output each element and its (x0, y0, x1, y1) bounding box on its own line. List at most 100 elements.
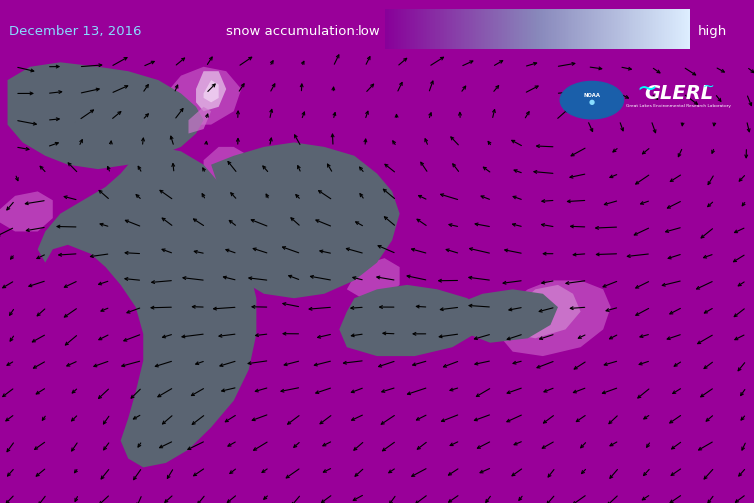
Bar (489, 9, 490, 49)
Bar (633, 9, 635, 49)
Bar (516, 9, 517, 49)
Bar (605, 9, 606, 49)
Polygon shape (188, 107, 211, 133)
Bar (609, 9, 611, 49)
Bar (632, 9, 633, 49)
Bar (447, 9, 449, 49)
Bar (493, 9, 495, 49)
Bar (547, 9, 548, 49)
Bar (492, 9, 493, 49)
Bar (571, 9, 572, 49)
Bar (544, 9, 545, 49)
Bar (481, 9, 483, 49)
Bar (560, 9, 562, 49)
Bar (513, 9, 514, 49)
Bar (429, 9, 431, 49)
Bar (577, 9, 578, 49)
Bar (450, 9, 452, 49)
Bar (499, 9, 501, 49)
Circle shape (560, 81, 624, 119)
Bar (602, 9, 603, 49)
Polygon shape (196, 71, 226, 111)
Text: December 13, 2016: December 13, 2016 (9, 25, 142, 38)
Bar (394, 9, 395, 49)
Bar (459, 9, 461, 49)
Bar (389, 9, 391, 49)
Bar (464, 9, 465, 49)
Bar (666, 9, 667, 49)
Bar (385, 9, 386, 49)
Polygon shape (38, 147, 256, 467)
Bar (562, 9, 563, 49)
Bar (584, 9, 586, 49)
Bar (596, 9, 599, 49)
Bar (397, 9, 398, 49)
Bar (621, 9, 623, 49)
Bar (572, 9, 574, 49)
Bar (510, 9, 511, 49)
Bar (648, 9, 650, 49)
Bar (421, 9, 423, 49)
Bar (420, 9, 421, 49)
Bar (559, 9, 560, 49)
Bar (653, 9, 654, 49)
Bar (681, 9, 682, 49)
Bar (437, 9, 438, 49)
Bar (550, 9, 551, 49)
Bar (661, 9, 663, 49)
Bar (438, 9, 440, 49)
Bar (392, 9, 394, 49)
Bar (471, 9, 473, 49)
Bar (423, 9, 425, 49)
Bar (545, 9, 547, 49)
Bar (647, 9, 648, 49)
Bar (659, 9, 661, 49)
Text: snow accumulation:: snow accumulation: (226, 25, 360, 38)
Text: Great Lakes Environmental Research Laboratory: Great Lakes Environmental Research Labor… (626, 104, 731, 108)
Bar (590, 9, 592, 49)
Text: ~: ~ (636, 77, 657, 101)
Bar (635, 9, 636, 49)
Bar (409, 9, 410, 49)
Bar (595, 9, 596, 49)
Bar (654, 9, 656, 49)
Bar (391, 9, 392, 49)
Bar (615, 9, 617, 49)
Bar (426, 9, 428, 49)
Bar (519, 9, 520, 49)
Bar (504, 9, 505, 49)
Polygon shape (452, 289, 558, 343)
Polygon shape (166, 67, 241, 125)
Bar (511, 9, 513, 49)
Bar (644, 9, 645, 49)
Bar (388, 9, 389, 49)
Bar (520, 9, 522, 49)
Bar (563, 9, 565, 49)
Bar (639, 9, 641, 49)
Polygon shape (347, 258, 400, 298)
Bar (539, 9, 541, 49)
Bar (484, 9, 486, 49)
Bar (656, 9, 657, 49)
Bar (548, 9, 550, 49)
Bar (676, 9, 678, 49)
Bar (614, 9, 615, 49)
Bar (551, 9, 553, 49)
Bar (440, 9, 441, 49)
Bar (663, 9, 664, 49)
Bar (688, 9, 690, 49)
Bar (636, 9, 638, 49)
Bar (474, 9, 477, 49)
Bar (556, 9, 557, 49)
Bar (449, 9, 450, 49)
Bar (473, 9, 474, 49)
Bar (435, 9, 437, 49)
Text: low: low (358, 25, 381, 38)
Bar (611, 9, 612, 49)
Bar (490, 9, 492, 49)
Bar (523, 9, 525, 49)
Bar (620, 9, 621, 49)
Bar (525, 9, 526, 49)
Text: high: high (697, 25, 727, 38)
Bar (569, 9, 571, 49)
